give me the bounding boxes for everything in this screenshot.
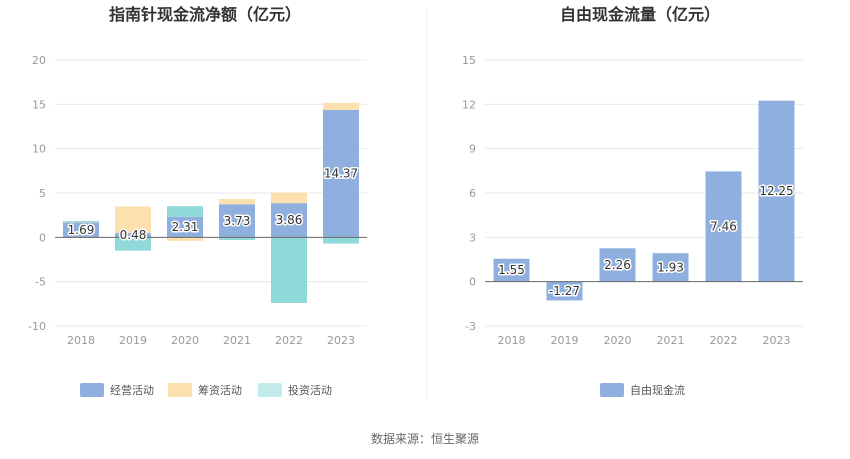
y-tick-label: -10 [28, 320, 46, 333]
data-label: 12.25 [759, 184, 793, 198]
legend-swatch [80, 383, 104, 397]
y-tick-label: 5 [39, 187, 46, 200]
source-note: 数据来源：恒生聚源 [371, 431, 479, 446]
data-label: 3.86 [276, 213, 303, 227]
data-label: 3.73 [224, 214, 251, 228]
y-tick-label: 20 [32, 54, 46, 67]
x-tick-label: 2021 [657, 334, 685, 347]
legend-swatch [168, 383, 192, 397]
data-label: 2.26 [604, 258, 631, 272]
data-label: 1.93 [657, 260, 684, 274]
bar-自由现金流 [652, 253, 689, 282]
bar-投资活动 [219, 237, 255, 240]
x-tick-label: 2023 [763, 334, 791, 347]
bar-自由现金流 [599, 248, 636, 282]
bar-筹资活动 [271, 192, 307, 204]
x-tick-label: 2020 [171, 334, 199, 347]
x-tick-label: 2018 [67, 334, 95, 347]
bar-自由现金流 [705, 171, 742, 282]
bar-自由现金流 [493, 258, 530, 282]
bar-投资活动 [167, 206, 203, 217]
data-label: 1.69 [68, 223, 95, 237]
x-tick-label: 2022 [275, 334, 303, 347]
bar-经营活动 [219, 204, 255, 238]
bar-自由现金流 [546, 281, 583, 301]
y-tick-label: 10 [32, 143, 46, 156]
y-tick-label: 15 [462, 54, 476, 67]
y-tick-label: 6 [469, 187, 476, 200]
bar-投资活动 [323, 237, 359, 244]
bar-经营活动 [63, 222, 99, 238]
x-tick-label: 2018 [498, 334, 526, 347]
bar-筹资活动 [167, 237, 203, 241]
y-tick-label: -5 [35, 276, 46, 289]
bar-经营活动 [271, 203, 307, 238]
data-label: 0.48 [120, 228, 147, 242]
x-tick-label: 2019 [551, 334, 579, 347]
bar-经营活动 [115, 233, 151, 238]
y-tick-label: 15 [32, 98, 46, 111]
data-label: 2.31 [172, 220, 199, 234]
x-tick-label: 2022 [710, 334, 738, 347]
legend-label: 投资活动 [288, 383, 332, 397]
x-tick-label: 2021 [223, 334, 251, 347]
chart-title: 指南针现金流净额（亿元） [109, 5, 301, 24]
data-label: -1.27 [549, 284, 580, 298]
x-tick-label: 2023 [327, 334, 355, 347]
bar-投资活动 [115, 237, 151, 251]
bar-投资活动 [63, 221, 99, 222]
y-tick-label: 9 [469, 143, 476, 156]
y-tick-label: 3 [469, 231, 476, 244]
legend-label: 自由现金流 [630, 383, 685, 397]
y-tick-label: 0 [39, 231, 46, 244]
bar-经营活动 [323, 109, 359, 238]
x-tick-label: 2019 [119, 334, 147, 347]
legend-swatch [600, 383, 624, 397]
bar-投资活动 [271, 237, 307, 303]
data-label: 1.55 [498, 263, 525, 277]
bar-自由现金流 [758, 100, 795, 282]
y-tick-label: -3 [465, 320, 476, 333]
bar-筹资活动 [323, 102, 359, 110]
data-label: 14.37 [324, 167, 358, 181]
bar-筹资活动 [63, 221, 99, 223]
chart-title: 自由现金流量（亿元） [560, 5, 720, 24]
bar-经营活动 [167, 216, 203, 238]
legend-swatch [258, 383, 282, 397]
data-label: 7.46 [710, 220, 737, 234]
y-tick-label: 0 [469, 276, 476, 289]
y-tick-label: 12 [462, 98, 476, 111]
bar-筹资活动 [115, 206, 151, 234]
legend-label: 筹资活动 [198, 383, 242, 397]
legend-label: 经营活动 [110, 383, 154, 397]
x-tick-label: 2020 [604, 334, 632, 347]
bar-筹资活动 [219, 198, 255, 205]
